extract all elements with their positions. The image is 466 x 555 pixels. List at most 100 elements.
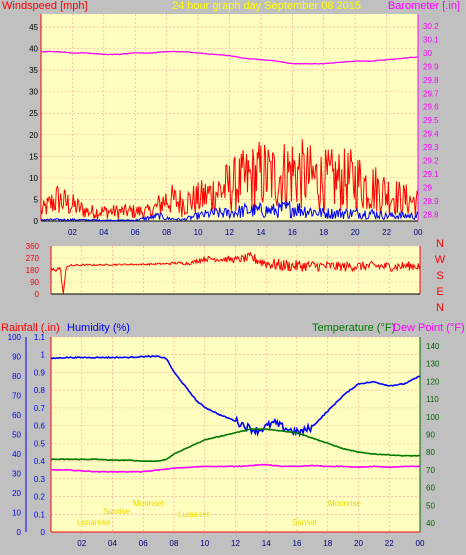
barometer-axis-title: Barometer [.in] bbox=[388, 0, 460, 12]
temperature-y-tick-label: 70 bbox=[426, 466, 435, 475]
direction-y-tick-label: 180 bbox=[26, 266, 40, 275]
wind-axis-title: Windspeed [mph] bbox=[2, 0, 88, 12]
barometer-y-tick-label: 29.8 bbox=[423, 76, 439, 85]
humidity-y-tick-label: 90 bbox=[12, 353, 21, 362]
barometer-y-tick-label: 30.1 bbox=[423, 36, 439, 45]
climate-x-tick-label: 08 bbox=[170, 539, 179, 548]
barometer-y-tick-label: 29.1 bbox=[423, 170, 439, 179]
astro-annotation: Sunset bbox=[292, 518, 318, 527]
temperature-y-tick-label: 80 bbox=[426, 448, 435, 457]
temperature-y-tick-label: 140 bbox=[426, 342, 440, 351]
barometer-y-tick-label: 29 bbox=[423, 183, 432, 192]
temperature-y-tick-label: 90 bbox=[426, 431, 435, 440]
barometer-y-tick-label: 29.7 bbox=[423, 89, 439, 98]
climate-x-tick-label: 04 bbox=[108, 539, 117, 548]
wind-x-tick-label: 12 bbox=[225, 228, 234, 237]
barometer-series bbox=[40, 50, 418, 65]
wind-y-tick-label: 5 bbox=[34, 195, 39, 204]
temperature-y-tick-label: 40 bbox=[426, 519, 435, 528]
humidity-y-tick-label: 20 bbox=[12, 489, 21, 498]
temperature-y-tick-label: 130 bbox=[426, 360, 440, 369]
climate-x-tick-label: 12 bbox=[231, 539, 240, 548]
humidity-y-tick-label: 40 bbox=[12, 450, 21, 459]
humidity-series bbox=[50, 355, 421, 438]
rain-y-tick-label: 0.8 bbox=[34, 386, 46, 395]
wind-x-tick-label: 10 bbox=[194, 228, 203, 237]
barometer-y-tick-label: 29.2 bbox=[423, 157, 439, 166]
barometer-y-tick-label: 28.9 bbox=[423, 197, 439, 206]
wind-x-tick-label: 14 bbox=[256, 228, 265, 237]
climate-x-tick-label: 22 bbox=[385, 539, 394, 548]
wind-y-tick-label: 45 bbox=[29, 23, 38, 32]
chart-title: 24 hour graph day September 08 2015 bbox=[172, 0, 361, 12]
gust-series bbox=[40, 201, 419, 222]
compass-label: N bbox=[436, 302, 444, 314]
wind-x-tick-label: 20 bbox=[351, 228, 360, 237]
wind-y-tick-label: 35 bbox=[29, 66, 38, 75]
temperature-y-tick-label: 50 bbox=[426, 501, 435, 510]
barometer-y-tick-label: 29.5 bbox=[423, 116, 439, 125]
compass-label: N bbox=[436, 238, 444, 250]
humidity-y-tick-label: 30 bbox=[12, 470, 21, 479]
wind-y-tick-label: 20 bbox=[29, 131, 38, 140]
climate-x-tick-label: 00 bbox=[416, 539, 425, 548]
humidity-y-tick-label: 50 bbox=[12, 431, 21, 440]
barometer-y-tick-label: 29.6 bbox=[423, 103, 439, 112]
temperature-series bbox=[50, 428, 421, 463]
climate-x-tick-label: 14 bbox=[262, 539, 271, 548]
wind-x-tick-label: 08 bbox=[162, 228, 171, 237]
astro-annotation: Sunrise bbox=[103, 507, 131, 516]
rain-y-tick-label: 0.2 bbox=[34, 493, 46, 502]
climate-x-tick-label: 20 bbox=[354, 539, 363, 548]
wind-y-tick-label: 40 bbox=[29, 45, 38, 54]
climate-x-tick-label: 16 bbox=[293, 539, 302, 548]
rain-y-tick-label: 0.3 bbox=[34, 475, 46, 484]
humidity-y-tick-label: 10 bbox=[12, 509, 21, 518]
wind-x-tick-label: 02 bbox=[68, 228, 77, 237]
wind-y-tick-label: 15 bbox=[29, 152, 38, 161]
rain-y-tick-label: 0.1 bbox=[34, 510, 46, 519]
wind-x-tick-label: 16 bbox=[288, 228, 297, 237]
wind-y-tick-label: 0 bbox=[34, 217, 39, 226]
rain-y-tick-label: 1.1 bbox=[34, 333, 46, 342]
direction-y-tick-label: 270 bbox=[26, 254, 40, 263]
compass-label: W bbox=[435, 254, 446, 266]
wind-x-tick-label: 06 bbox=[131, 228, 140, 237]
wind-x-tick-label: 00 bbox=[414, 228, 423, 237]
climate-x-tick-label: 06 bbox=[139, 539, 148, 548]
direction-y-tick-label: 90 bbox=[30, 278, 39, 287]
temperature-axis-title: Temperature (°F) bbox=[312, 322, 395, 334]
humidity-y-tick-label: 60 bbox=[12, 411, 21, 420]
rain-y-tick-label: 1 bbox=[41, 351, 46, 360]
wind-y-tick-label: 30 bbox=[29, 88, 38, 97]
humidity-y-tick-label: 100 bbox=[8, 333, 22, 342]
wind-direction-series bbox=[50, 251, 421, 295]
temperature-y-tick-label: 60 bbox=[426, 484, 435, 493]
barometer-y-tick-label: 28.8 bbox=[423, 210, 439, 219]
dew-point-series bbox=[51, 463, 421, 473]
temperature-y-tick-label: 120 bbox=[426, 377, 440, 386]
climate-x-tick-label: 02 bbox=[77, 539, 86, 548]
rain-y-tick-label: 0 bbox=[41, 528, 46, 537]
temperature-y-tick-label: 110 bbox=[426, 395, 439, 404]
rain-y-tick-label: 0.7 bbox=[34, 404, 46, 413]
astro-annotation: Lunarrise bbox=[77, 518, 111, 527]
compass-label: S bbox=[436, 270, 443, 282]
rain-y-tick-label: 0.5 bbox=[34, 439, 46, 448]
temperature-y-tick-label: 100 bbox=[426, 413, 440, 422]
astro-annotation: Moonrise bbox=[328, 499, 361, 508]
barometer-y-tick-label: 30 bbox=[423, 49, 432, 58]
astro-annotation: Lunarset bbox=[178, 510, 210, 519]
rain-y-tick-label: 0.9 bbox=[34, 368, 46, 377]
humidity-y-tick-label: 80 bbox=[12, 372, 21, 381]
wind-x-tick-label: 22 bbox=[382, 228, 391, 237]
wind-x-tick-label: 18 bbox=[319, 228, 328, 237]
wind-x-tick-label: 04 bbox=[99, 228, 108, 237]
wind-y-tick-label: 10 bbox=[29, 174, 38, 183]
barometer-y-tick-label: 29.9 bbox=[423, 62, 439, 71]
compass-label: E bbox=[436, 286, 443, 298]
wind-y-tick-label: 25 bbox=[29, 109, 38, 118]
direction-y-tick-label: 360 bbox=[26, 242, 40, 251]
rainfall-axis-title: Rainfall (.in) bbox=[1, 322, 60, 334]
